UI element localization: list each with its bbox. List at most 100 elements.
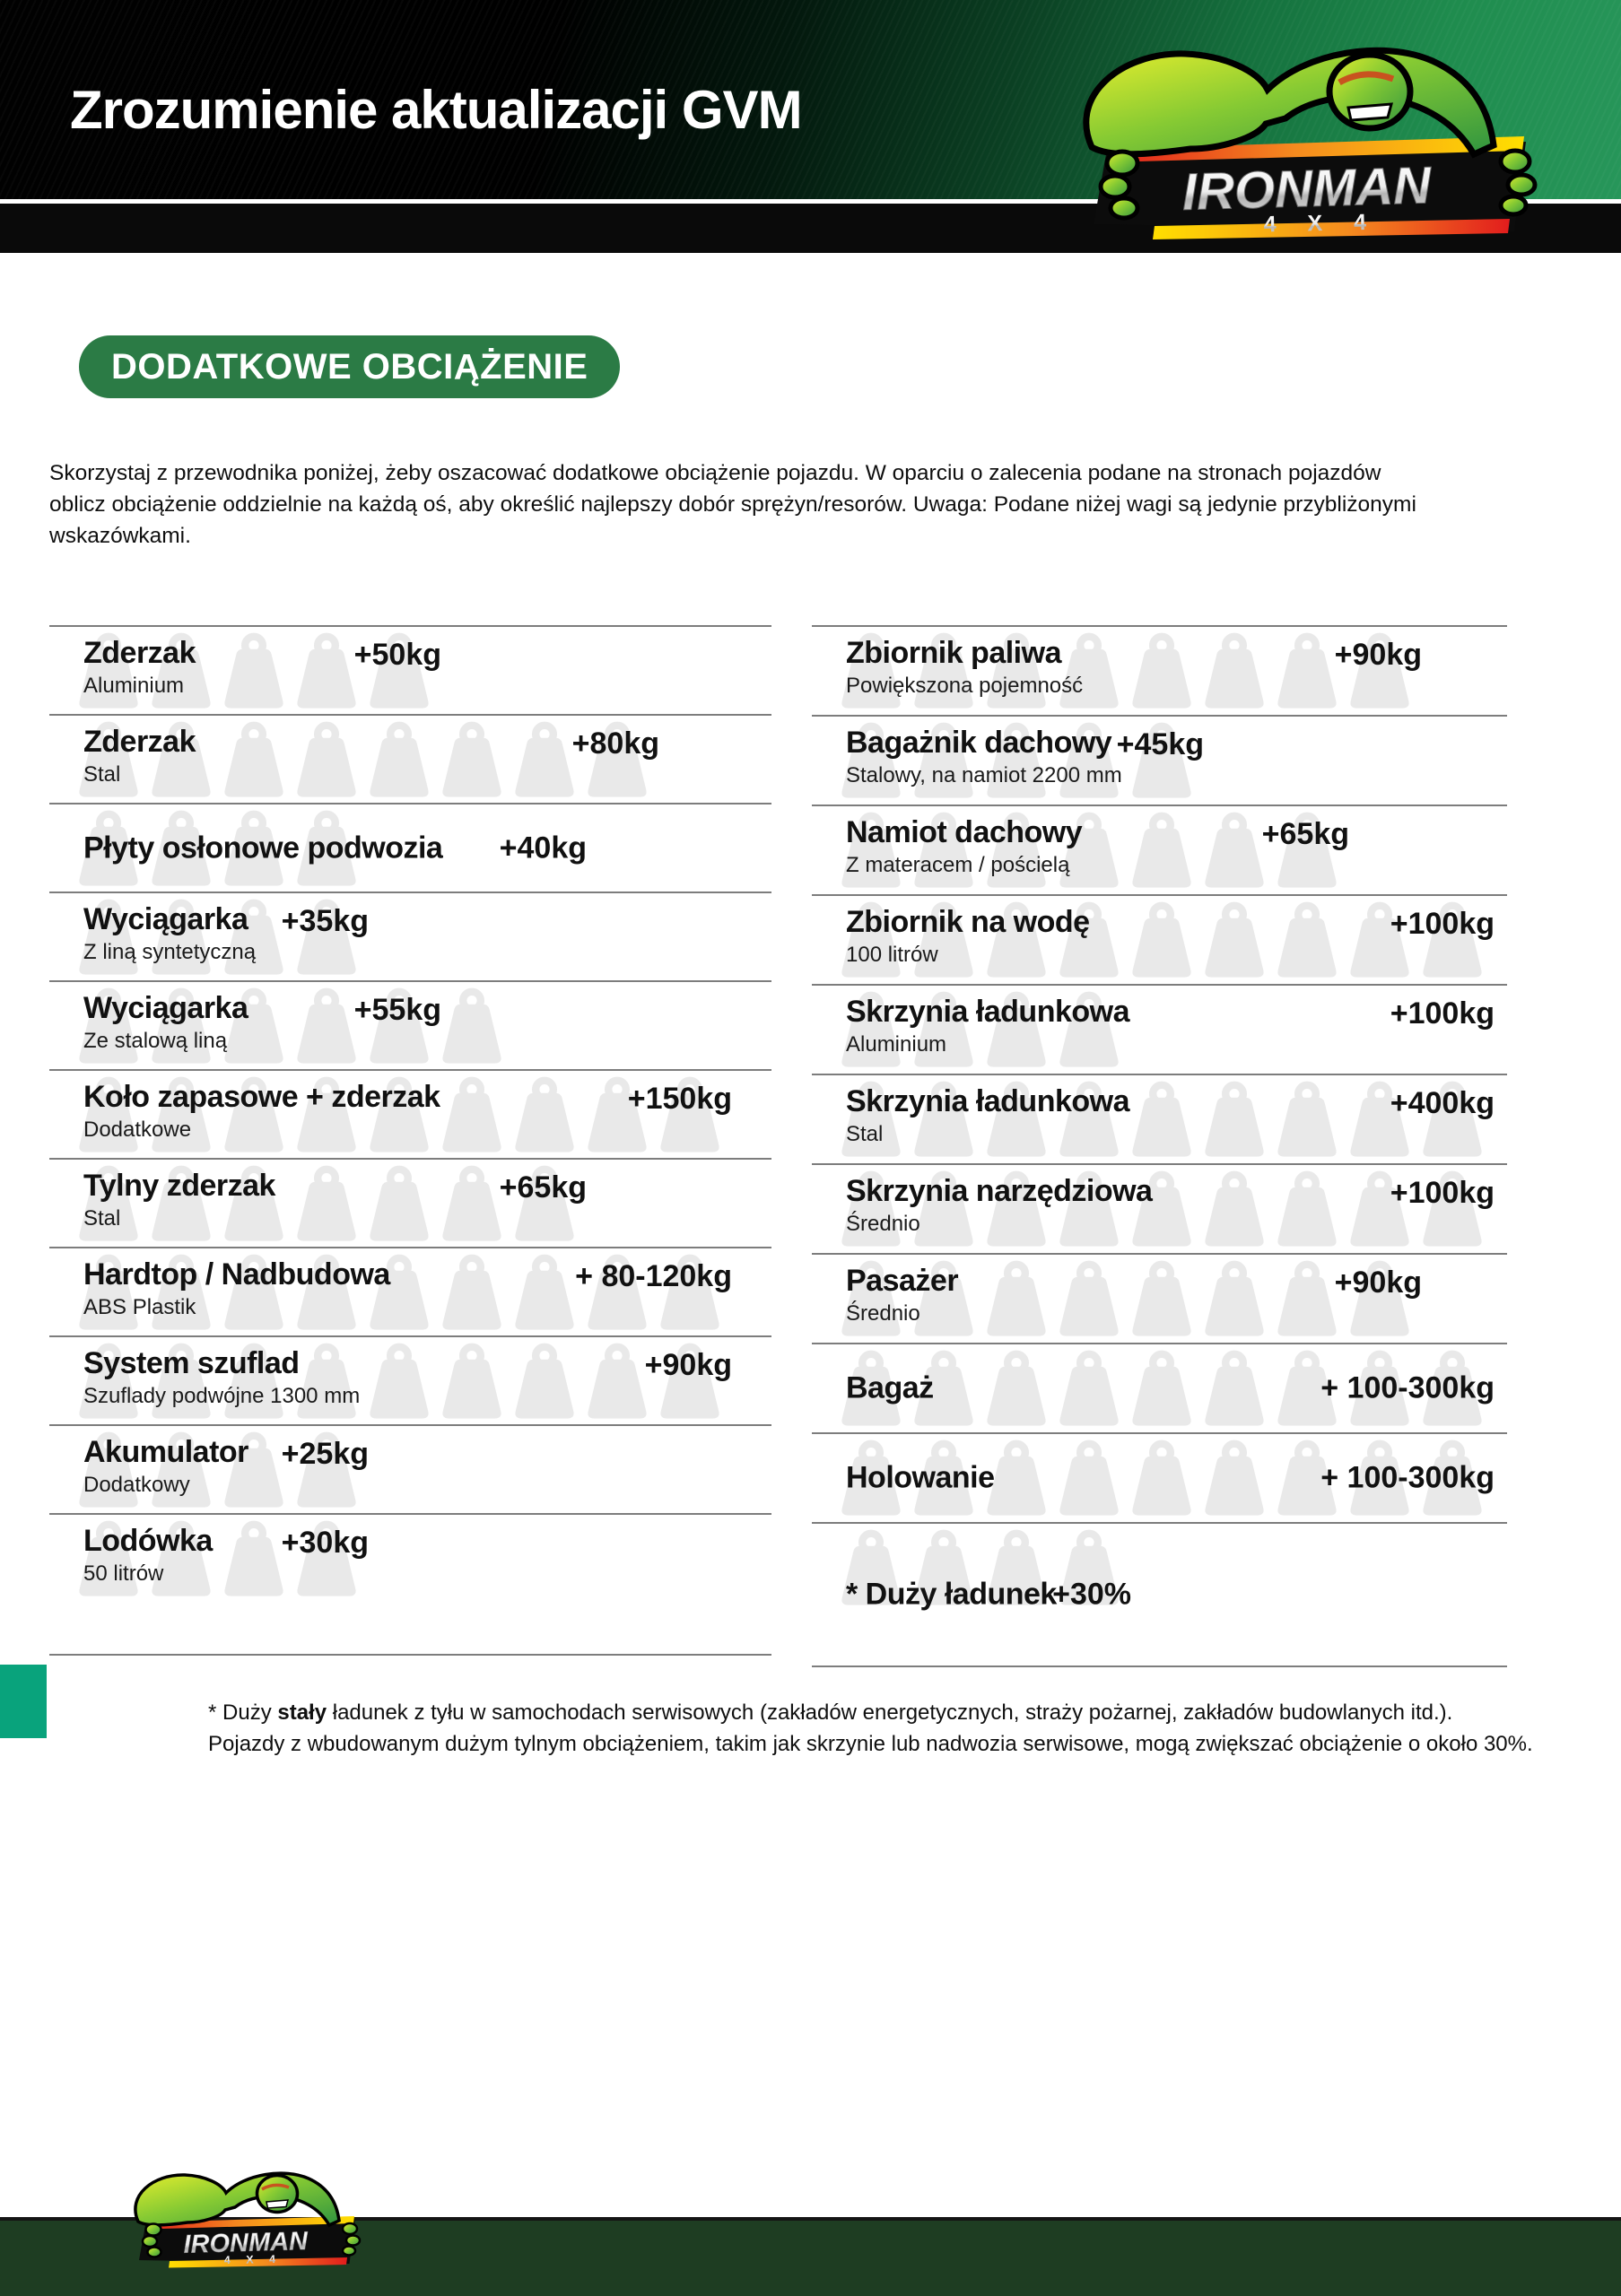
section-badge: DODATKOWE OBCIĄŻENIE xyxy=(79,335,621,398)
weight-icon xyxy=(841,722,901,798)
weight-icon xyxy=(152,987,211,1064)
weight-icon xyxy=(1132,1439,1191,1516)
weight-icon xyxy=(79,1076,138,1152)
weight-icon xyxy=(841,991,901,1067)
weight-icon xyxy=(152,1076,211,1152)
right-finger xyxy=(1505,172,1538,197)
weight-icon xyxy=(442,721,501,797)
weight-icon xyxy=(224,810,283,886)
row-value: +100kg xyxy=(1390,1176,1495,1210)
table-row: Holowanie + 100-300kg xyxy=(812,1432,1507,1522)
row-subtitle: Z liną syntetyczną xyxy=(83,940,257,964)
row-value: +65kg xyxy=(499,1170,587,1205)
left-finger xyxy=(141,2234,159,2248)
weight-icon xyxy=(1059,812,1119,888)
logo-model-text: 4 X 4 xyxy=(1263,210,1379,238)
ironman-logo-small: IRONMAN 4 X 4 xyxy=(134,2171,362,2268)
weight-icon xyxy=(224,632,283,709)
logo-stripe-top xyxy=(146,2216,354,2230)
weight-icon xyxy=(297,721,356,797)
weight-icon xyxy=(1423,1081,1482,1157)
row-title: Zbiornik paliwa xyxy=(846,636,1061,670)
weight-icon xyxy=(914,1081,973,1157)
weight-icon xyxy=(987,1170,1046,1247)
row-value: +50kg xyxy=(353,638,441,672)
right-finger xyxy=(1498,148,1532,175)
row-subtitle: 50 litrów xyxy=(83,1561,164,1586)
row-value: +150kg xyxy=(627,1082,732,1116)
weight-icon xyxy=(297,1343,356,1419)
weight-icon xyxy=(1205,632,1264,709)
muscle-man-grimace xyxy=(266,2199,289,2209)
weight-icon xyxy=(224,1076,283,1152)
weight-icon xyxy=(79,899,138,975)
weight-icon xyxy=(1059,1529,1119,1605)
weight-icon xyxy=(297,1520,356,1596)
weight-icon xyxy=(442,987,501,1064)
weight-icon xyxy=(1059,1081,1119,1157)
weight-icon xyxy=(914,901,973,978)
row-value: +90kg xyxy=(1334,638,1422,672)
weight-icon xyxy=(79,1431,138,1508)
weight-icon xyxy=(370,1343,429,1419)
row-value: +55kg xyxy=(353,993,441,1027)
weight-icon xyxy=(224,1520,283,1596)
row-value: + 100-300kg xyxy=(1320,1370,1495,1405)
weight-icon xyxy=(660,1076,719,1152)
weight-icon xyxy=(224,899,283,975)
table-row: Zbiornik paliwa Powiększona pojemność +90k… xyxy=(812,625,1507,715)
row-title: Tylny zderzak xyxy=(83,1169,275,1203)
left-finger xyxy=(144,2222,162,2237)
row-title: Lodówka xyxy=(83,1524,213,1558)
table-row: Płyty osłonowe podwozia +40kg xyxy=(49,803,771,891)
weight-icon xyxy=(1277,632,1337,709)
weight-icon xyxy=(1350,1081,1409,1157)
weight-icon xyxy=(515,1076,574,1152)
row-value: +100kg xyxy=(1390,996,1495,1031)
weight-icon xyxy=(297,1254,356,1330)
table-row: Akumulator Dodatkowy +25kg xyxy=(49,1424,771,1513)
muscle-man-grimace xyxy=(1346,102,1393,122)
row-title: Zderzak xyxy=(83,725,196,759)
weight-icon xyxy=(79,810,138,886)
table-row: Bagażnik dachowy Stalowy, na namiot 2200 … xyxy=(812,715,1507,804)
weight-icon xyxy=(1132,1170,1191,1247)
row-subtitle: Dodatkowy xyxy=(83,1473,190,1497)
weight-icon xyxy=(987,901,1046,978)
logo-plate xyxy=(139,2219,355,2264)
weight-icon xyxy=(152,810,211,886)
weight-icon xyxy=(841,1260,901,1336)
weight-icon xyxy=(1059,1260,1119,1336)
weight-icon xyxy=(1350,1439,1409,1516)
table-row: Zderzak Stal +80kg xyxy=(49,714,771,803)
row-value: +90kg xyxy=(1334,1265,1422,1300)
weight-icon xyxy=(914,1529,973,1605)
weight-icon xyxy=(79,987,138,1064)
logo-brand-text: IRONMAN xyxy=(1181,156,1433,222)
row-value: + 80-120kg xyxy=(575,1259,732,1293)
weight-icon xyxy=(79,1343,138,1419)
weight-icon xyxy=(987,632,1046,709)
weight-icon xyxy=(1132,1350,1191,1426)
table-row: Wyciągarka Z liną syntetyczną +35kg xyxy=(49,891,771,980)
weight-icon xyxy=(1350,632,1409,709)
row-subtitle: Stal xyxy=(83,762,121,787)
weight-icon xyxy=(1132,1081,1191,1157)
row-title: Wyciągarka xyxy=(83,991,248,1025)
weight-icon xyxy=(914,991,973,1067)
weight-icon xyxy=(987,1529,1046,1605)
weight-icon xyxy=(660,1343,719,1419)
weight-icon xyxy=(1350,1170,1409,1247)
weight-icon xyxy=(1277,901,1337,978)
weight-icon xyxy=(297,987,356,1064)
weight-icon xyxy=(914,632,973,709)
weight-icon xyxy=(152,1165,211,1241)
left-finger xyxy=(1098,173,1132,200)
weight-icon xyxy=(370,1254,429,1330)
weight-icon xyxy=(152,721,211,797)
weight-icon xyxy=(152,899,211,975)
row-title: Zbiornik na wodę xyxy=(846,905,1090,939)
right-finger xyxy=(344,2234,362,2247)
weight-icon xyxy=(588,721,647,797)
weight-icon xyxy=(1059,901,1119,978)
